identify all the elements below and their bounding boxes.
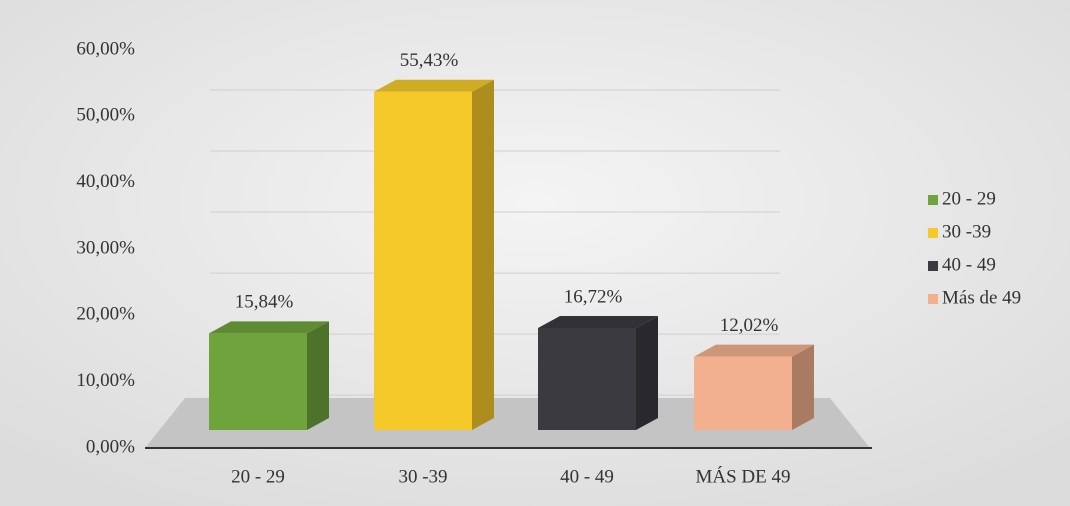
y-tick-label: 0,00% xyxy=(86,436,135,457)
data-label: 12,02% xyxy=(720,315,779,336)
bar xyxy=(694,356,792,430)
bar-side xyxy=(636,315,658,430)
x-tick-label: 20 - 29 xyxy=(231,466,285,487)
x-tick-label: MÁS DE 49 xyxy=(695,465,790,487)
bar-side xyxy=(307,321,329,430)
y-tick-label: 40,00% xyxy=(76,171,135,192)
bar-top xyxy=(538,315,658,328)
y-tick-label: 60,00% xyxy=(76,38,135,59)
legend-swatch xyxy=(928,294,938,304)
bar xyxy=(374,91,472,430)
x-tick-label: 30 -39 xyxy=(398,466,447,487)
legend-swatch xyxy=(928,228,938,238)
legend-swatch xyxy=(928,195,938,205)
y-tick-label: 50,00% xyxy=(76,105,135,126)
bar xyxy=(538,327,636,430)
x-tick-label: 40 - 49 xyxy=(560,466,614,487)
bar xyxy=(209,333,307,430)
legend-swatch xyxy=(928,261,938,271)
bar-top xyxy=(374,79,494,92)
bar-top xyxy=(209,321,329,334)
legend-label: 40 - 49 xyxy=(942,254,996,275)
y-tick-label: 20,00% xyxy=(76,304,135,325)
bar-top xyxy=(694,344,814,357)
data-label: 16,72% xyxy=(564,286,623,307)
bar-side xyxy=(472,79,494,430)
data-label: 15,84% xyxy=(235,292,294,313)
legend-label: 20 - 29 xyxy=(942,188,996,209)
y-tick-label: 10,00% xyxy=(76,370,135,391)
legend-label: 30 -39 xyxy=(942,221,991,242)
legend-label: Más de 49 xyxy=(942,287,1021,308)
data-label: 55,43% xyxy=(400,50,459,71)
bar-side xyxy=(792,344,814,430)
y-tick-label: 30,00% xyxy=(76,237,135,258)
